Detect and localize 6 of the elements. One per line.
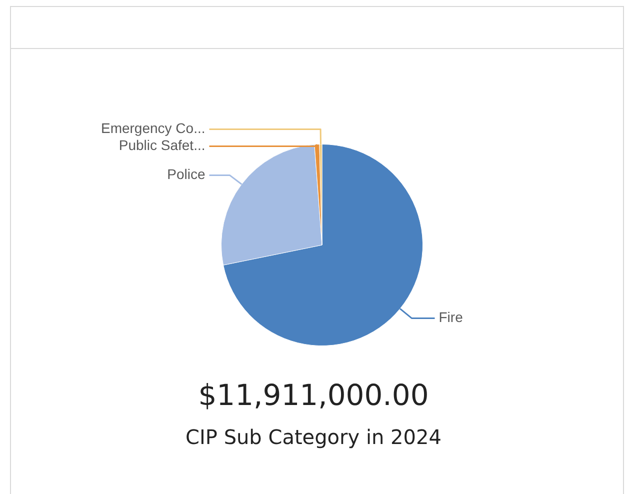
text: $11,911,000.00	[197, 378, 430, 412]
slice-label: Police	[167, 166, 206, 182]
slice-label: Public Safet...	[118, 137, 206, 154]
slice-label: Fire	[438, 309, 464, 326]
text: CIP Sub Category in 2024	[184, 425, 442, 449]
slice-label: Emergency Co...	[100, 120, 206, 136]
